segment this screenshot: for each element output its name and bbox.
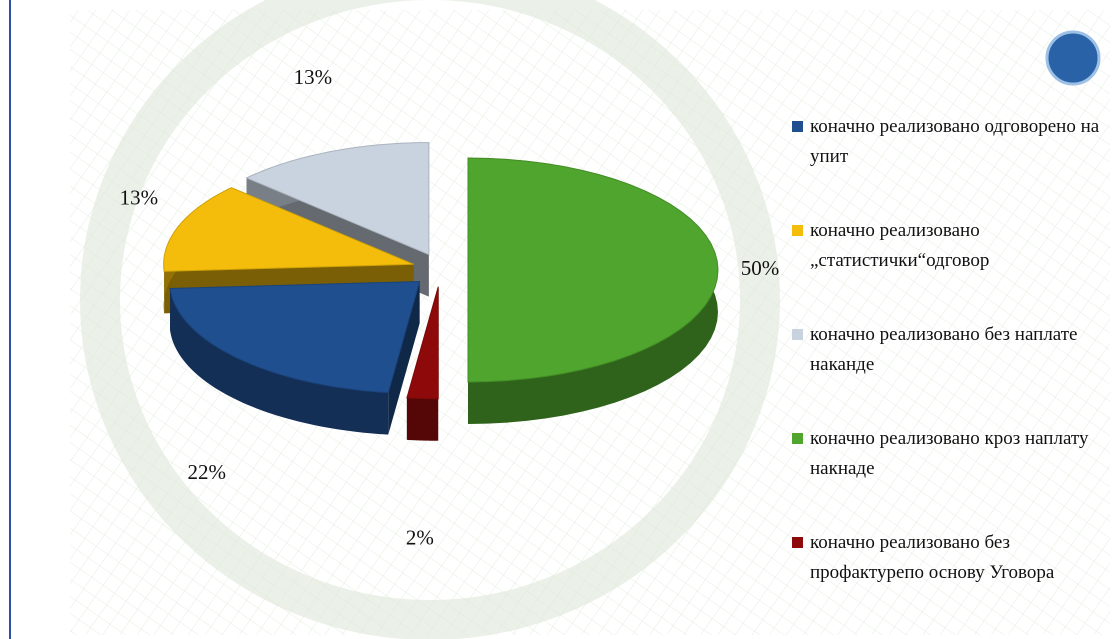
legend: коначно реализовано одговорено на упит ко…	[790, 112, 1110, 632]
legend-item: коначно реализовано „статистички“одговор	[790, 216, 1110, 276]
slice-top	[467, 157, 719, 383]
legend-label: коначно реализовано без профактурепо осн…	[810, 532, 1055, 583]
slice-side	[406, 397, 439, 441]
legend-swatch	[792, 537, 803, 548]
data-label: 13%	[294, 65, 333, 89]
background-swirl	[80, 0, 780, 639]
legend-swatch	[792, 121, 803, 132]
legend-item: коначно реализовано без наплате наканде	[790, 320, 1110, 380]
legend-item: коначно реализовано одговорено на упит	[790, 112, 1110, 172]
slice	[169, 280, 421, 435]
legend-swatch	[792, 329, 803, 340]
legend-item: коначно реализовано без профактурепо осн…	[790, 528, 1110, 588]
legend-swatch	[792, 225, 803, 236]
logo	[1045, 30, 1101, 86]
data-label: 13%	[120, 185, 159, 209]
legend-swatch	[792, 433, 803, 444]
slice-side	[170, 288, 389, 435]
pie	[163, 142, 719, 441]
legend-label: коначно реализовано кроз наплату накнаде	[810, 428, 1089, 479]
data-label: 2%	[406, 525, 434, 549]
data-label: 22%	[187, 460, 226, 484]
legend-label: коначно реализовано „статистички“одговор	[810, 220, 990, 271]
slice-top	[245, 142, 430, 256]
legend-label: коначно реализовано одговорено на упит	[810, 116, 1100, 167]
legend-item: коначно реализовано кроз наплату накнаде	[790, 424, 1110, 484]
slice	[467, 157, 719, 424]
slice-top	[406, 286, 439, 400]
slice-top	[163, 187, 414, 272]
data-label: 50%	[741, 256, 780, 280]
slice	[406, 286, 439, 441]
slice-top	[169, 280, 421, 394]
legend-label: коначно реализовано без наплате наканде	[810, 324, 1078, 375]
